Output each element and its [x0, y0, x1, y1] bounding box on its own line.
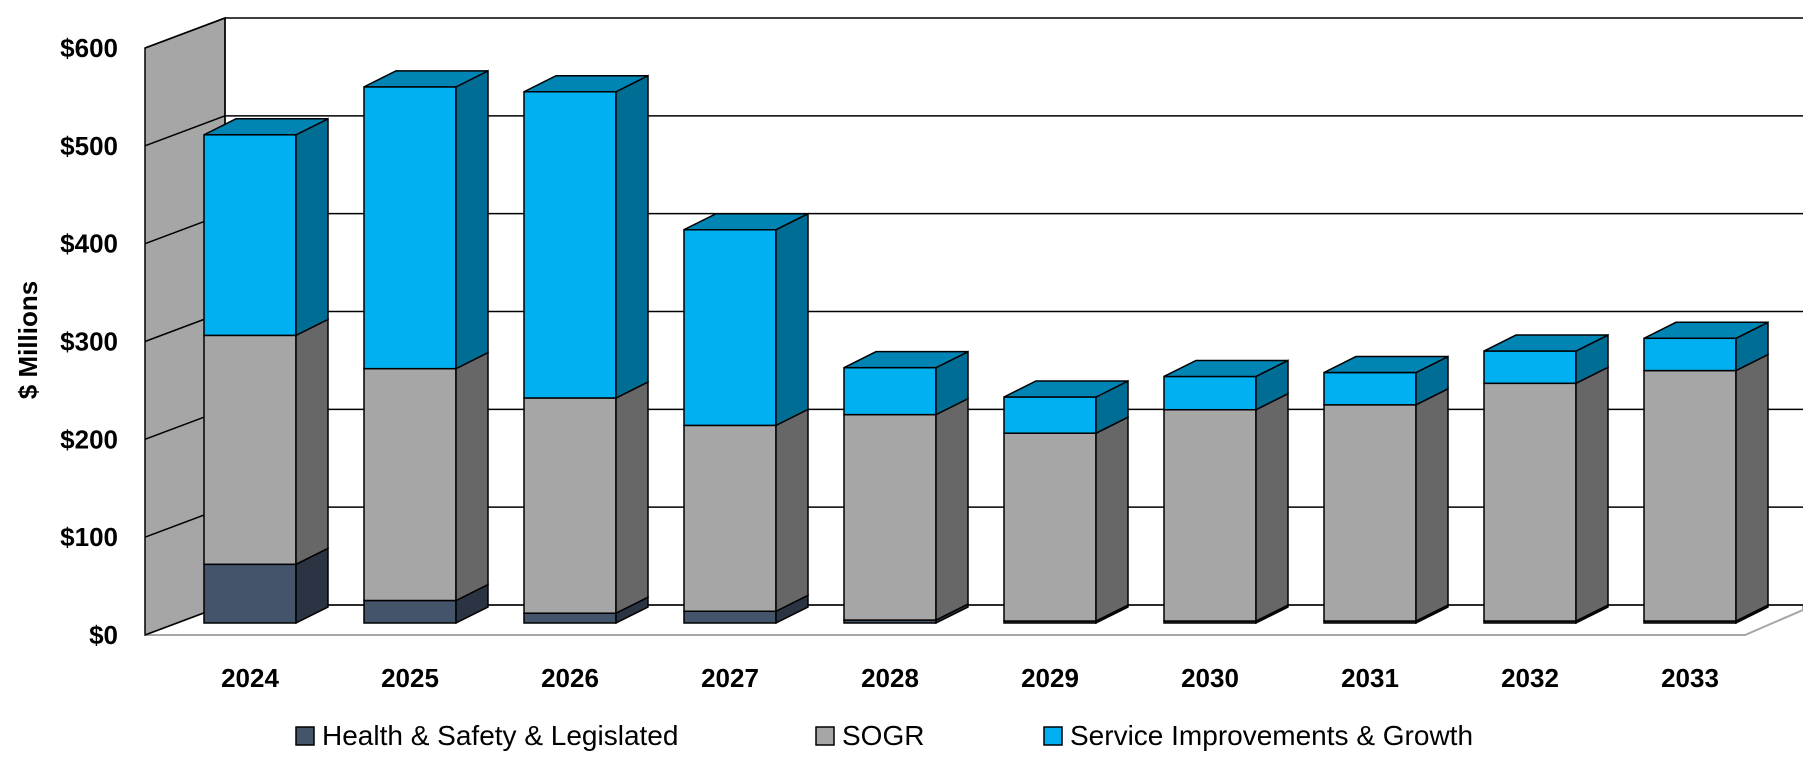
x-tick-label: 2029 — [1021, 663, 1079, 693]
bar-segment — [1323, 371, 1417, 406]
x-tick-label: 2030 — [1181, 663, 1239, 693]
bar-top — [683, 212, 809, 231]
bar-segment — [363, 599, 457, 624]
bar-top — [523, 75, 649, 93]
y-tick-label: $200 — [60, 424, 118, 454]
bar-segment — [1483, 350, 1577, 385]
x-tick-label: 2027 — [701, 663, 759, 693]
bar-segment — [523, 397, 617, 614]
bar-segment-side — [615, 74, 649, 400]
legend-label: Service Improvements & Growth — [1070, 720, 1473, 751]
legend-label: SOGR — [842, 720, 924, 751]
bar-segment-side — [935, 397, 969, 622]
x-tick-label: 2028 — [861, 663, 919, 693]
bar-segment-side — [295, 117, 329, 337]
y-tick-label: $100 — [60, 522, 118, 552]
bar-top — [1323, 355, 1449, 374]
x-tick-label: 2026 — [541, 663, 599, 693]
bar-segment — [1483, 382, 1577, 622]
bar-segment — [843, 413, 937, 621]
x-tick-label: 2025 — [381, 663, 439, 693]
bar-segment-side — [455, 69, 489, 370]
y-tick-label: $500 — [60, 131, 118, 161]
bar-segment-side — [615, 380, 649, 615]
y-tick-label: $600 — [60, 33, 118, 63]
x-tick-label: 2024 — [221, 663, 279, 693]
bar-segment — [1323, 404, 1417, 622]
bar-segment — [683, 610, 777, 624]
bar-segment — [523, 612, 617, 624]
bar-segment-side — [455, 351, 489, 602]
bar-segment-side — [1255, 392, 1289, 623]
bar-segment — [683, 424, 777, 613]
gridline-side — [144, 115, 226, 147]
bar-top — [203, 118, 329, 136]
bar-segment-side — [1095, 415, 1129, 623]
bar-segment — [363, 86, 457, 370]
bar-segment — [843, 366, 937, 416]
bar-segment — [363, 367, 457, 602]
bar-segment — [1643, 337, 1737, 372]
bar-segment — [1003, 396, 1097, 434]
bar-segment-side — [1735, 353, 1769, 623]
bar-top — [1163, 359, 1289, 378]
bar-top — [1483, 334, 1609, 352]
y-axis-label: $ Millions — [13, 281, 43, 399]
bar-top — [843, 350, 969, 369]
bar-top — [1643, 321, 1769, 340]
bar-segment — [203, 563, 297, 624]
legend-label: Health & Safety & Legislated — [322, 720, 678, 751]
bar-segment — [1163, 408, 1257, 622]
bar-segment — [203, 334, 297, 566]
bar-segment-side — [775, 408, 809, 613]
legend-swatch — [1043, 726, 1063, 746]
gridline-side — [144, 17, 226, 49]
bar-segment — [683, 228, 777, 427]
y-tick-label: $0 — [89, 620, 118, 650]
bar-segment-side — [1575, 366, 1609, 623]
bar-top — [363, 70, 489, 88]
bar-segment — [523, 91, 617, 399]
bar-segment-side — [775, 212, 809, 427]
x-tick-label: 2032 — [1501, 663, 1559, 693]
bar-segment — [1643, 369, 1737, 622]
y-tick-label: $400 — [60, 229, 118, 259]
y-tick-label: $300 — [60, 327, 118, 357]
bar-segment — [1003, 432, 1097, 622]
bar-top — [1003, 380, 1129, 398]
x-tick-label: 2033 — [1661, 663, 1719, 693]
bar-segment — [1163, 375, 1257, 411]
bar-segment-side — [295, 318, 329, 566]
bar-segment — [203, 134, 297, 337]
legend-swatch — [295, 726, 315, 746]
bar-segment-side — [1415, 387, 1449, 623]
x-tick-label: 2031 — [1341, 663, 1399, 693]
legend-swatch — [815, 726, 835, 746]
